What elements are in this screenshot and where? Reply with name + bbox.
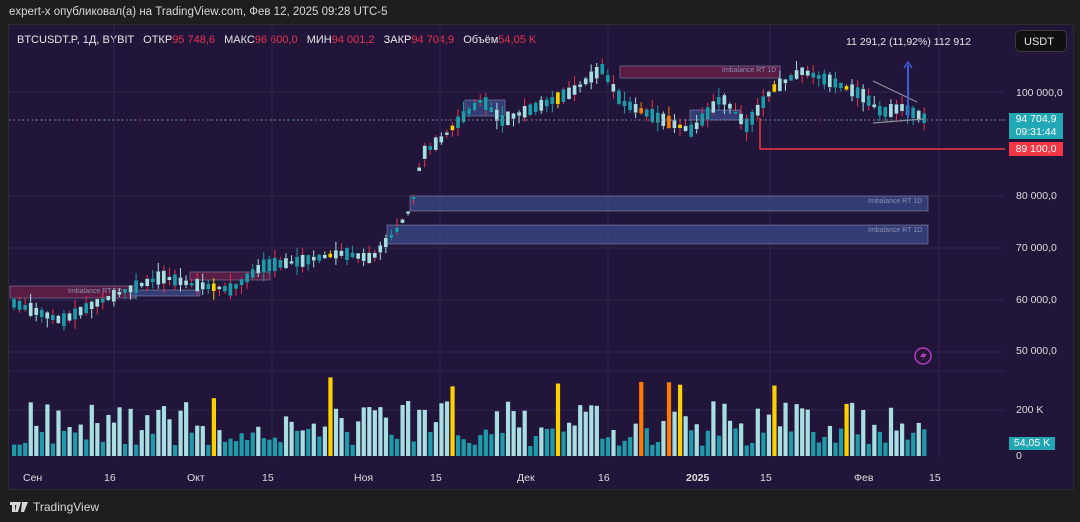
time-tick: 16 [598, 472, 610, 484]
symbol-legend: BTCUSDT.P, 1Д, BYBIT ОТКР95 748,6 МАКС96… [17, 34, 536, 46]
time-tick: Ноя [354, 472, 374, 484]
high-label: МАКС [224, 34, 255, 46]
volume-tick: 200 K [1016, 404, 1044, 416]
price-tick: 100 000,0 [1016, 87, 1063, 99]
volume-tag: 54,05 K [1009, 437, 1055, 450]
brand-name: TradingView [33, 500, 100, 514]
level-price-tag: 89 100,0 [1009, 142, 1063, 156]
low-label: МИН [306, 34, 332, 46]
current-price: 94 704,9 [1015, 113, 1057, 125]
time-tick: Фев [854, 472, 874, 484]
svg-text:Imbalance RT 1D: Imbalance RT 1D [68, 288, 122, 295]
svg-text:Imbalance RT 1D: Imbalance RT 1D [868, 227, 922, 234]
volume-label: Объём [463, 34, 499, 46]
close-label: ЗАКР [383, 34, 412, 46]
low-value: 94 001,2 [331, 34, 375, 46]
time-tick: 16 [104, 472, 116, 484]
open-value: 95 748,6 [172, 34, 216, 46]
currency-button[interactable]: USDT [1015, 30, 1067, 52]
high-value: 96 600,0 [254, 34, 298, 46]
current-price-tag: 94 704,9 09:31:44 [1009, 113, 1063, 139]
time-tick: Окт [187, 472, 205, 484]
time-tick: 15 [262, 472, 274, 484]
price-tick: 60 000,0 [1016, 294, 1057, 306]
measure-readout: 11 291,2 (11,92%) 112 912 [846, 36, 971, 48]
price-tick: 50 000,0 [1016, 345, 1057, 357]
time-tick: Дек [517, 472, 535, 484]
time-tick: Сен [23, 472, 43, 484]
time-tick: 15 [430, 472, 442, 484]
svg-text:Imbalance RT 1D: Imbalance RT 1D [722, 67, 776, 74]
symbol-name[interactable]: BTCUSDT.P, 1Д, BYBIT [17, 34, 135, 46]
price-tick: 80 000,0 [1016, 190, 1057, 202]
price-tick: 70 000,0 [1016, 242, 1057, 254]
time-tick: 15 [760, 472, 772, 484]
tradingview-brand[interactable]: TradingView [10, 500, 99, 514]
bar-countdown: 09:31:44 [1015, 126, 1057, 138]
volume-tick: 0 [1016, 450, 1022, 462]
volume-value: 54,05 K [498, 34, 537, 46]
svg-text:Imbalance RT 1D: Imbalance RT 1D [868, 198, 922, 205]
time-tick: 15 [929, 472, 941, 484]
time-tick: 2025 [686, 472, 710, 484]
close-value: 94 704,9 [411, 34, 455, 46]
tradingview-logo-icon [10, 502, 28, 512]
publication-info: expert-x опубликовал(а) на TradingView.c… [9, 6, 388, 18]
open-label: ОТКР [143, 34, 173, 46]
